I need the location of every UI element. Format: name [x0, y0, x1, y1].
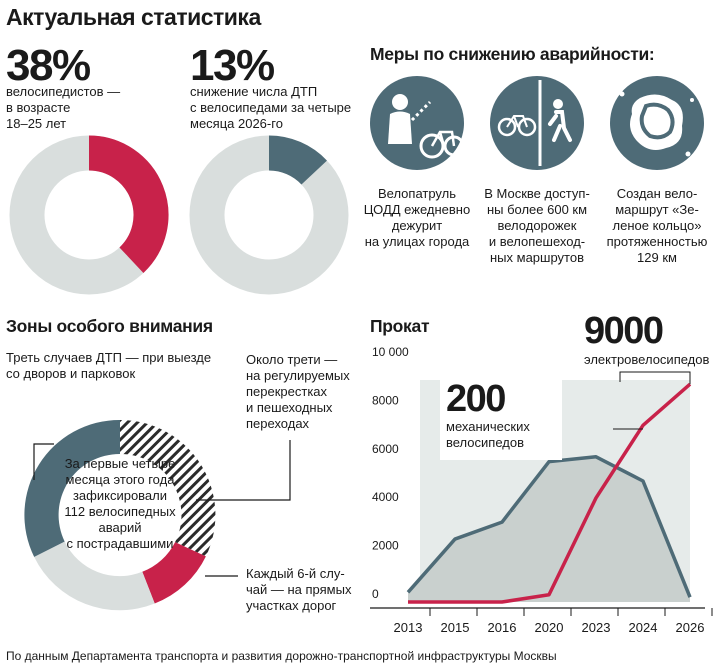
annotation-mechanical-value: 200: [446, 378, 506, 420]
zones-diagram: [24, 419, 291, 611]
zones-center-text: За первые четыре месяца этого года зафик…: [64, 456, 176, 551]
zone-segment-intersections: [120, 419, 216, 557]
measures-title: Меры по снижению аварийности:: [370, 44, 655, 64]
zone-segment-yards-parking: [24, 419, 120, 557]
donut-arc-accident-reduction: [268, 135, 327, 186]
y-tick-label: 0: [372, 587, 379, 601]
bike-and-pedestrian-lane-icon: [490, 76, 584, 170]
y-tick-label: 6000: [372, 442, 399, 456]
x-tick-label: 2026: [676, 620, 705, 635]
leader-line-yards: [33, 443, 54, 480]
donut-young-cyclists: [9, 135, 169, 295]
zone-label-intersections: Около трети — на регулируемых перекрестк…: [246, 352, 350, 431]
annotation-e-bikes-text: электровелосипедов: [584, 352, 710, 367]
series-line-electric: [408, 382, 692, 604]
donut-arc-young-cyclists: [88, 135, 169, 273]
cycling-patrol-officer-icon: [370, 76, 465, 170]
annotation-mechanical-text: механических велосипедов: [446, 419, 530, 450]
page-title: Актуальная статистика: [6, 4, 261, 30]
y-tick-label: 2000: [372, 539, 399, 553]
annotation-leader-electric: [619, 371, 691, 385]
measure-caption-green-ring: Создан вело- маршрут «Зе- леное кольцо» …: [606, 186, 708, 265]
y-tick-label: 8000: [372, 393, 399, 407]
zone-segment-other: [34, 541, 155, 611]
x-tick-label: 2015: [441, 620, 470, 635]
annotation-e-bikes-value: 9000: [584, 310, 664, 352]
zones-title: Зоны особого внимания: [6, 316, 213, 336]
stat-caption-young-cyclists: велосипедистов — в возрасте 18–25 лет: [6, 84, 121, 131]
series-area-mechanical: [408, 456, 690, 602]
x-tick-label: 2020: [535, 620, 564, 635]
stat-caption-accident-reduction: снижение числа ДТП с велосипедами за чет…: [190, 84, 352, 131]
stat-value-young-cyclists: 38%: [6, 41, 91, 90]
y-tick-label: 10 000: [372, 345, 409, 359]
rental-title: Прокат: [370, 316, 430, 336]
x-tick-label: 2016: [488, 620, 517, 635]
donut-accident-reduction: [189, 135, 349, 295]
y-tick-label: 4000: [372, 490, 399, 504]
series-line-mechanical: [406, 455, 692, 598]
zone-label-yards-parking: Треть случаев ДТП — при выезде со дворов…: [6, 350, 212, 381]
measure-caption-bike-lanes: В Москве доступ- ны более 600 км велодор…: [484, 186, 590, 265]
zone-label-straight-roads: Каждый 6-й слу- чай — на прямых участках…: [246, 566, 352, 613]
leader-line-intersections: [196, 440, 291, 501]
x-tick-label: 2023: [582, 620, 611, 635]
zone-segment-straight-roads: [142, 542, 206, 604]
x-tick-label: 2024: [629, 620, 658, 635]
stat-value-accident-reduction: 13%: [190, 41, 275, 90]
source-note: По данным Департамента транспорта и разв…: [6, 649, 557, 663]
annotation-mechanical-box: [440, 378, 562, 460]
x-tick-label: 2013: [394, 620, 423, 635]
green-ring-route-map-icon: [610, 76, 704, 170]
measure-caption-patrol: Велопатруль ЦОДД ежедневно дежурит на ул…: [363, 186, 471, 249]
